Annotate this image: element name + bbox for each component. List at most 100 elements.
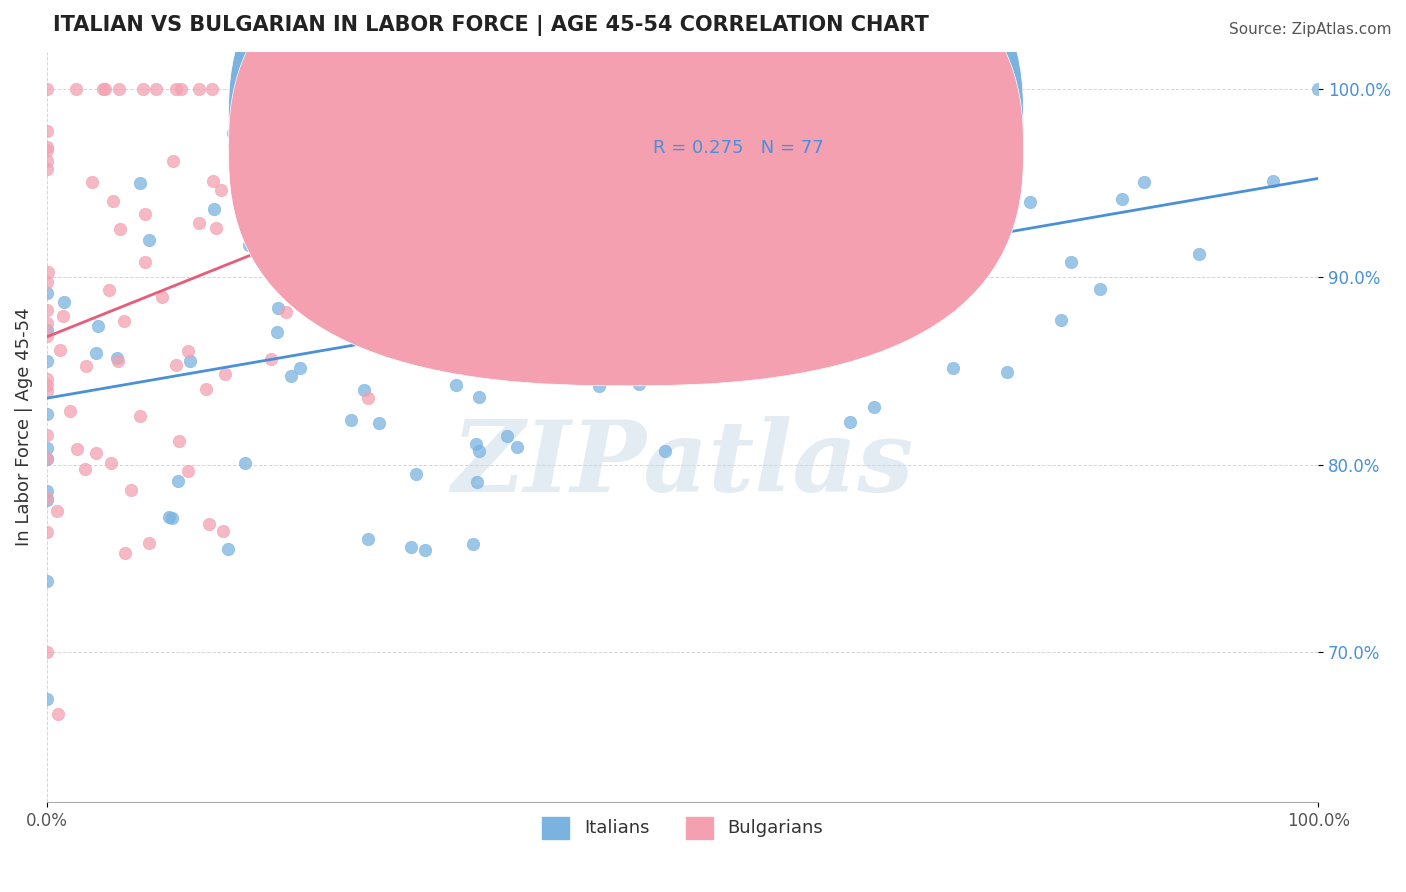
Point — [46, 504, 69, 518]
Point — [162, 153, 184, 168]
Point — [288, 360, 311, 375]
Point — [35, 317, 58, 331]
Point — [35, 354, 58, 368]
Point — [87, 319, 110, 334]
Point — [464, 437, 486, 451]
Point — [461, 537, 484, 551]
Point — [238, 238, 260, 252]
Point — [588, 379, 610, 393]
Point — [406, 288, 429, 302]
Point — [481, 343, 503, 357]
Point — [305, 82, 328, 96]
Point — [567, 261, 589, 276]
Point — [658, 169, 681, 183]
Point — [35, 452, 58, 467]
Point — [233, 456, 256, 470]
Point — [825, 286, 848, 301]
Point — [501, 203, 523, 218]
Point — [959, 156, 981, 170]
Point — [467, 444, 489, 458]
Point — [188, 82, 211, 96]
Point — [375, 299, 398, 313]
Point — [114, 546, 136, 560]
Point — [839, 234, 862, 248]
Point — [543, 261, 565, 276]
Point — [108, 222, 131, 236]
Point — [224, 139, 246, 153]
Point — [678, 301, 700, 315]
Point — [627, 376, 650, 391]
Point — [35, 524, 58, 539]
Point — [889, 302, 911, 317]
Point — [769, 299, 792, 313]
Point — [35, 692, 58, 706]
Point — [205, 220, 228, 235]
Point — [170, 82, 193, 96]
Point — [347, 324, 370, 338]
Point — [222, 126, 245, 140]
Point — [353, 383, 375, 397]
Point — [908, 186, 931, 200]
Point — [357, 532, 380, 546]
Point — [1060, 255, 1083, 269]
Point — [797, 284, 820, 298]
Text: ZIPatlas: ZIPatlas — [451, 417, 914, 513]
Point — [75, 359, 97, 374]
Point — [120, 483, 142, 498]
Text: R = 0.275   N = 77: R = 0.275 N = 77 — [654, 139, 824, 157]
Point — [280, 369, 302, 384]
Point — [35, 285, 58, 300]
Point — [468, 390, 491, 404]
Point — [165, 82, 187, 96]
Point — [377, 194, 399, 208]
Point — [266, 301, 288, 315]
Point — [755, 240, 778, 254]
Point — [35, 140, 58, 154]
Point — [260, 351, 283, 366]
Point — [35, 491, 58, 506]
Point — [803, 292, 825, 306]
Point — [211, 524, 233, 538]
Point — [132, 82, 155, 96]
Point — [35, 323, 58, 337]
Point — [52, 309, 75, 323]
Point — [294, 159, 316, 173]
Point — [53, 295, 76, 310]
Point — [1019, 195, 1042, 210]
Point — [94, 82, 117, 96]
Point — [557, 269, 579, 284]
Point — [863, 400, 886, 414]
Point — [728, 302, 751, 317]
Point — [911, 184, 934, 198]
Point — [138, 536, 160, 550]
Point — [814, 310, 837, 324]
Point — [666, 223, 689, 237]
Point — [654, 191, 676, 205]
Point — [467, 475, 489, 489]
FancyBboxPatch shape — [588, 89, 918, 191]
Point — [673, 332, 696, 346]
Text: Source: ZipAtlas.com: Source: ZipAtlas.com — [1229, 22, 1392, 37]
Point — [1133, 175, 1156, 189]
Point — [1308, 82, 1330, 96]
Point — [201, 174, 224, 188]
Point — [236, 82, 259, 96]
Point — [413, 543, 436, 558]
Point — [35, 124, 58, 138]
Point — [481, 146, 503, 161]
Point — [49, 343, 72, 357]
Point — [129, 409, 152, 424]
Text: ITALIAN VS BULGARIAN IN LABOR FORCE | AGE 45-54 CORRELATION CHART: ITALIAN VS BULGARIAN IN LABOR FORCE | AG… — [53, 15, 929, 36]
Point — [217, 541, 239, 556]
Point — [59, 403, 82, 417]
Point — [841, 82, 863, 96]
Point — [35, 441, 58, 455]
Point — [1188, 246, 1211, 260]
Point — [427, 134, 450, 148]
Point — [35, 329, 58, 343]
Point — [138, 233, 160, 247]
Point — [150, 290, 173, 304]
Point — [188, 216, 211, 230]
Point — [65, 82, 87, 96]
Point — [35, 161, 58, 176]
